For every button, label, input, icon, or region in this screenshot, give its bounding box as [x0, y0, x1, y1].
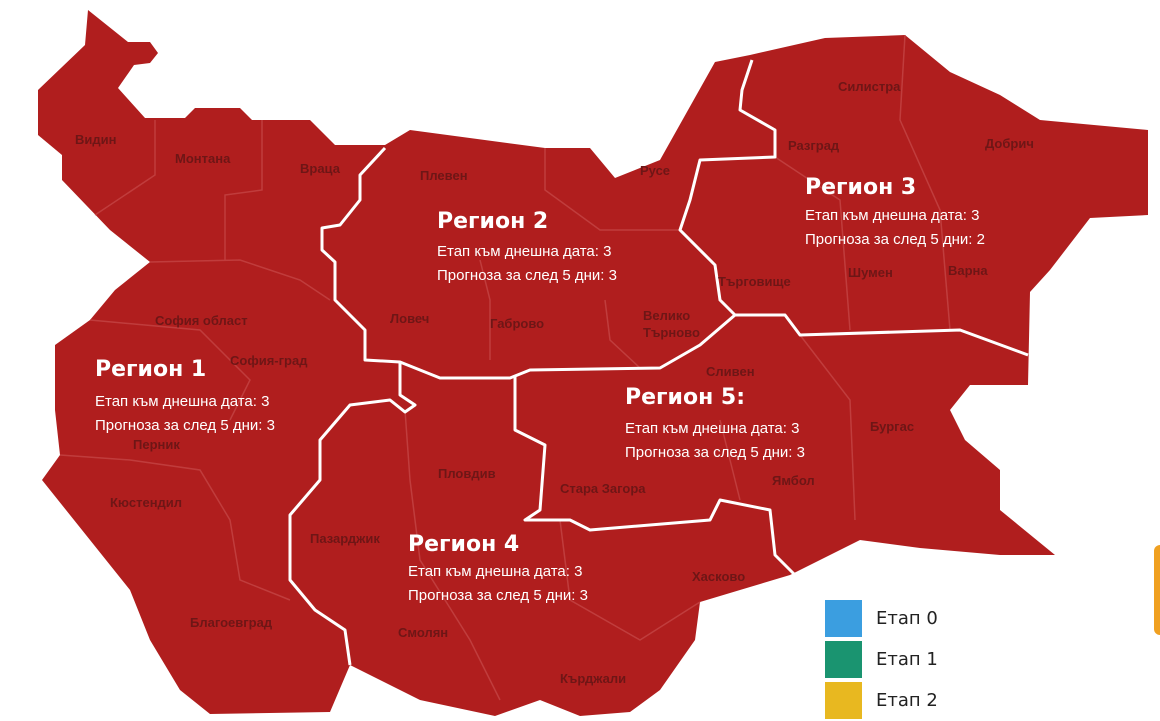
legend-item-stage-0: Етап 0	[825, 598, 938, 639]
province-label: Смолян	[398, 625, 448, 640]
svg-text:Регион 3: Регион 3	[805, 175, 916, 200]
province-label: Ловеч	[390, 311, 429, 326]
legend-label: Етап 1	[876, 649, 938, 670]
province-label: Габрово	[490, 316, 544, 331]
province-label: Хасково	[692, 569, 745, 584]
province-label: Плевен	[420, 168, 468, 183]
svg-text:Регион 4: Регион 4	[408, 532, 519, 557]
province-label: Благоевград	[190, 615, 273, 630]
svg-text:Етап към днешна дата: 3: Етап към днешна дата: 3	[408, 563, 582, 580]
side-panel-tab[interactable]	[1154, 545, 1160, 635]
province-label: Сливен	[706, 364, 755, 379]
svg-text:Етап към днешна дата: 3: Етап към днешна дата: 3	[805, 207, 979, 224]
province-label: Видин	[75, 132, 116, 147]
province-label: Силистра	[838, 79, 901, 94]
country-shape[interactable]	[38, 10, 1148, 716]
legend-item-stage-2: Етап 2	[825, 680, 938, 721]
province-label: Стара Загора	[560, 481, 646, 496]
region-borders	[288, 59, 1029, 666]
province-label: Търговище	[718, 274, 791, 289]
svg-text:Прогноза за след 5 дни: 3: Прогноза за след 5 дни: 3	[408, 587, 588, 604]
region-3-info: Регион 3 Етап към днешна дата: 3 Прогноз…	[805, 175, 985, 248]
svg-text:Регион 1: Регион 1	[95, 357, 206, 382]
legend-label: Етап 2	[876, 690, 938, 711]
legend-item-stage-1: Етап 1	[825, 639, 938, 680]
province-labels: Видин Монтана Враца Плевен Русе Силистра…	[75, 79, 1034, 686]
province-label: Пазарджик	[310, 531, 380, 546]
region-2-info: Регион 2 Етап към днешна дата: 3 Прогноз…	[437, 209, 617, 284]
province-label: Русе	[640, 163, 670, 178]
province-label: Шумен	[848, 265, 893, 280]
province-label: София-град	[230, 353, 308, 368]
province-label: Варна	[948, 263, 988, 278]
province-label: Пловдив	[438, 466, 496, 481]
svg-text:Прогноза за след 5 дни: 3: Прогноза за след 5 дни: 3	[437, 267, 617, 284]
province-borders	[59, 34, 951, 701]
province-label: Перник	[133, 437, 180, 452]
legend-swatch	[825, 682, 862, 719]
legend-swatch	[825, 641, 862, 678]
svg-text:Регион 5:: Регион 5:	[625, 385, 745, 410]
province-label: Велико	[643, 308, 690, 323]
svg-text:Прогноза за след 5 дни: 3: Прогноза за след 5 дни: 3	[95, 417, 275, 434]
province-label: Бургас	[870, 419, 914, 434]
svg-text:Прогноза за след 5 дни: 2: Прогноза за след 5 дни: 2	[805, 231, 985, 248]
province-label: Разград	[788, 138, 840, 153]
legend: Етап 0 Етап 1 Етап 2	[825, 598, 938, 721]
province-label: Кърджали	[560, 671, 626, 686]
region-5-info: Регион 5: Етап към днешна дата: 3 Прогно…	[625, 385, 805, 461]
province-label: Ямбол	[772, 473, 815, 488]
svg-text:Регион 2: Регион 2	[437, 209, 548, 234]
region-1-info: Регион 1 Етап към днешна дата: 3 Прогноз…	[95, 357, 275, 434]
svg-text:Прогноза за след 5 дни: 3: Прогноза за след 5 дни: 3	[625, 444, 805, 461]
legend-swatch	[825, 600, 862, 637]
province-label: Враца	[300, 161, 341, 176]
svg-text:Етап към днешна дата: 3: Етап към днешна дата: 3	[625, 420, 799, 437]
province-label: София област	[155, 313, 248, 328]
svg-text:Етап към днешна дата: 3: Етап към днешна дата: 3	[95, 393, 269, 410]
province-label: Монтана	[175, 151, 231, 166]
legend-label: Етап 0	[876, 608, 938, 629]
province-label: Кюстендил	[110, 495, 182, 510]
province-label: Добрич	[985, 136, 1034, 151]
svg-text:Етап към днешна дата: 3: Етап към днешна дата: 3	[437, 243, 611, 260]
region-4-info: Регион 4 Етап към днешна дата: 3 Прогноз…	[408, 532, 588, 604]
province-label: Търново	[643, 325, 700, 340]
